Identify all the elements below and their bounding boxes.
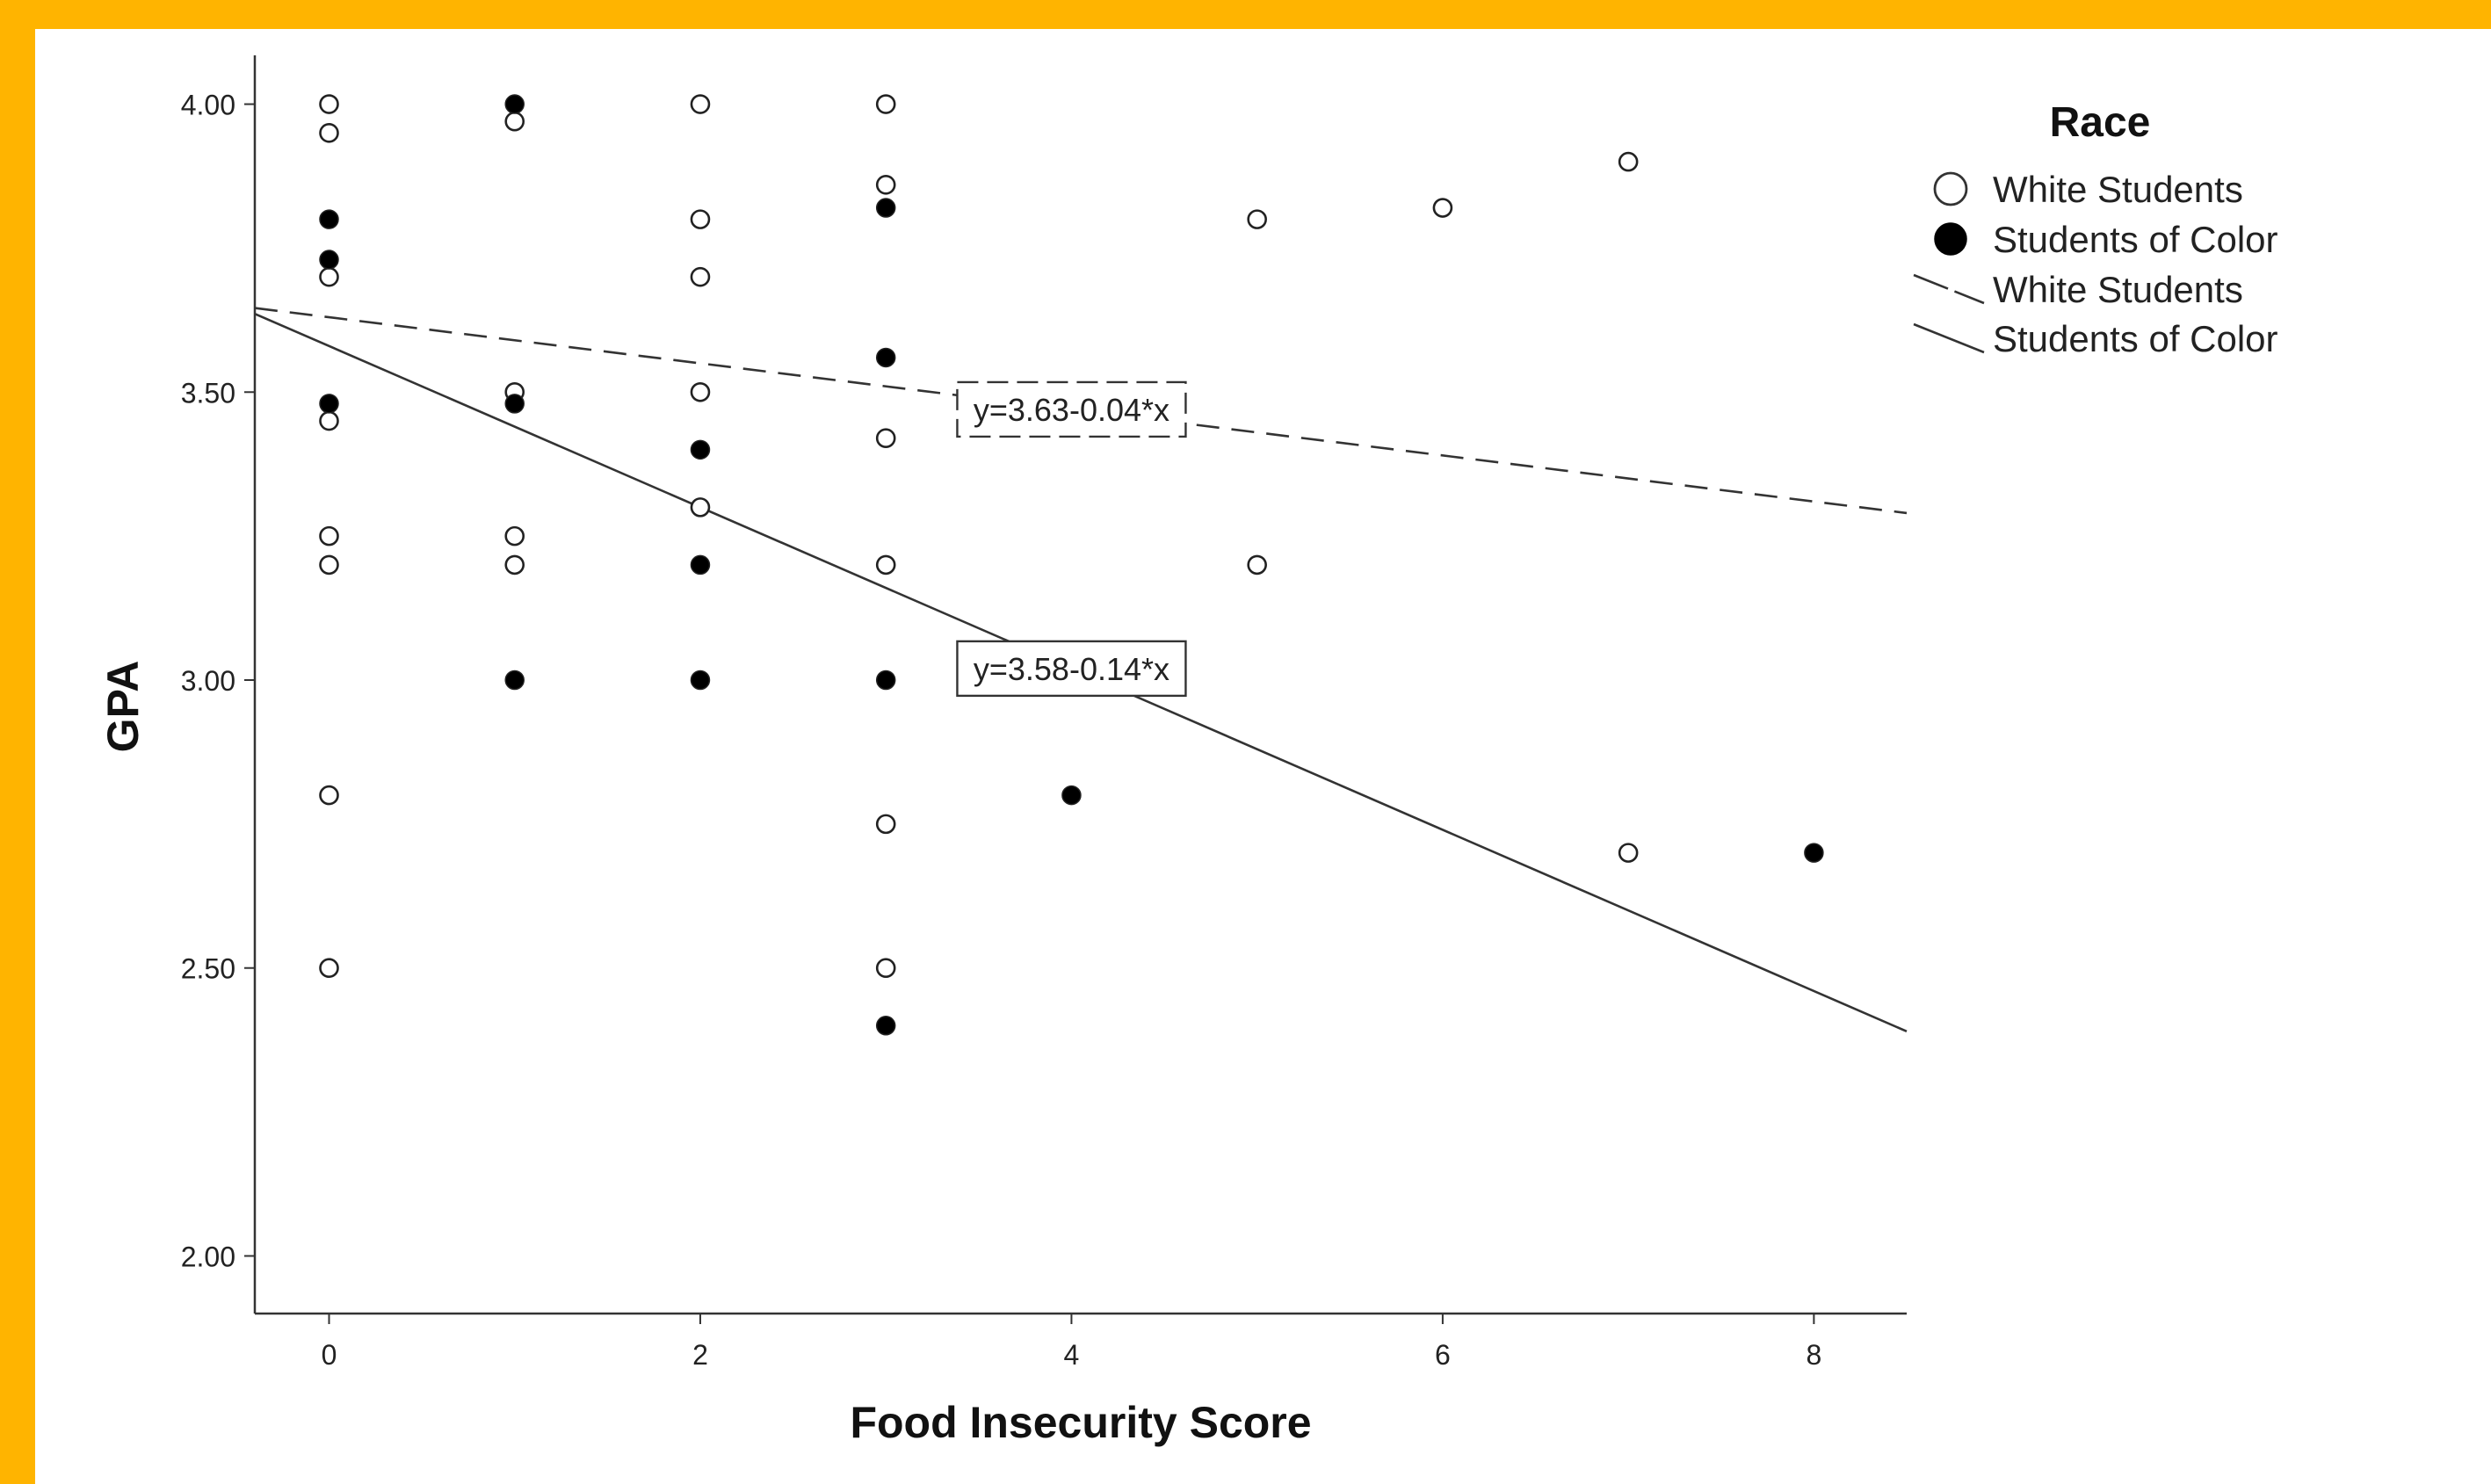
- fit-label-white-students: y=3.63-0.04*x: [974, 392, 1169, 428]
- legend-marker-students-of-color: [1934, 222, 1967, 256]
- point-students-of-color-1: [319, 250, 339, 270]
- x-axis-title: Food Insecurity Score: [850, 1398, 1311, 1447]
- point-students-of-color-5: [504, 670, 525, 691]
- fit-labels: y=3.63-0.04*x y=3.58-0.14*x: [956, 380, 1187, 698]
- point-white-students-15: [690, 381, 711, 402]
- point-white-students-12: [690, 94, 711, 114]
- point-students-of-color-3: [504, 94, 525, 114]
- scatter-chart: 0 2 4 6 8 2.00 2.50 3.00 3.50 4.00 y=3.63-0.04*x…: [98, 55, 2278, 1447]
- point-white-students-25: [1432, 198, 1453, 218]
- point-white-students-14: [690, 266, 711, 287]
- point-white-students-0: [319, 94, 339, 114]
- data-points: [319, 94, 1824, 1036]
- x-tick-label-2: 2: [692, 1339, 708, 1371]
- point-students-of-color-2: [319, 394, 339, 414]
- point-white-students-7: [319, 958, 339, 979]
- point-white-students-8: [504, 111, 525, 132]
- fit-line-white-students: [254, 307, 1908, 515]
- point-white-students-21: [875, 814, 896, 835]
- point-white-students-18: [875, 175, 896, 195]
- x-tick-label-4: 4: [1064, 1339, 1080, 1371]
- y-ticks: 2.00 2.50 3.00 3.50 4.00: [181, 90, 255, 1272]
- point-white-students-2: [319, 266, 339, 287]
- point-students-of-color-6: [690, 439, 711, 460]
- axes: [253, 55, 1907, 1315]
- point-white-students-3: [319, 410, 339, 431]
- point-students-of-color-14: [1804, 843, 1824, 863]
- x-ticks: 0 2 4 6 8: [322, 1314, 1821, 1371]
- legend-line-students-of-color: [1913, 322, 1985, 354]
- point-white-students-23: [1247, 209, 1267, 229]
- fit-label-box-students-of-color: [956, 640, 1187, 698]
- point-white-students-11: [504, 554, 525, 576]
- point-students-of-color-11: [875, 670, 896, 691]
- point-white-students-22: [875, 958, 896, 979]
- point-white-students-20: [875, 554, 896, 576]
- point-students-of-color-13: [1061, 785, 1082, 806]
- point-white-students-5: [319, 554, 339, 576]
- point-students-of-color-0: [319, 209, 339, 229]
- y-tick-label-2-00: 2.00: [181, 1241, 235, 1272]
- point-white-students-27: [1618, 843, 1639, 863]
- point-students-of-color-8: [690, 670, 711, 691]
- x-tick-label-8: 8: [1806, 1339, 1821, 1371]
- point-white-students-10: [504, 525, 525, 547]
- point-white-students-1: [319, 123, 339, 143]
- y-tick-label-3-00: 3.00: [181, 665, 235, 697]
- point-students-of-color-9: [875, 198, 896, 218]
- legend-title: Race: [2050, 99, 2151, 146]
- point-students-of-color-10: [875, 347, 896, 368]
- y-tick-label-3-50: 3.50: [181, 377, 235, 409]
- x-tick-label-6: 6: [1435, 1339, 1451, 1371]
- legend-marker-white-students: [1933, 171, 1968, 206]
- legend-label-white-students: White Students: [1993, 169, 2243, 210]
- y-tick-label-2-50: 2.50: [181, 953, 235, 985]
- legend: Race White Students Students of Color Wh…: [1913, 99, 2278, 359]
- point-students-of-color-4: [504, 394, 525, 414]
- x-tick-label-0: 0: [322, 1339, 337, 1371]
- chart-frame: 0 2 4 6 8 2.00 2.50 3.00 3.50 4.00 y=3.63-0.04*x…: [35, 29, 2491, 1484]
- point-white-students-13: [690, 209, 711, 229]
- y-axis-title: GPA: [98, 661, 148, 753]
- point-white-students-24: [1247, 554, 1267, 576]
- point-white-students-19: [875, 428, 896, 449]
- point-white-students-26: [1618, 151, 1639, 172]
- point-students-of-color-12: [875, 1016, 896, 1036]
- point-students-of-color-7: [690, 554, 711, 576]
- legend-label-students-of-color: Students of Color: [1993, 219, 2278, 260]
- point-white-students-16: [690, 497, 711, 518]
- point-white-students-6: [319, 785, 339, 806]
- legend-line-white-students: [1913, 273, 1985, 305]
- point-white-students-17: [875, 94, 896, 114]
- point-white-students-4: [319, 525, 339, 547]
- legend-label-students-of-color-fit: Students of Color: [1993, 318, 2278, 359]
- legend-label-white-students-fit: White Students: [1993, 269, 2243, 310]
- y-tick-label-4-00: 4.00: [181, 90, 235, 121]
- fit-label-box-white-students: [956, 380, 1187, 438]
- fit-label-students-of-color: y=3.58-0.14*x: [974, 651, 1169, 687]
